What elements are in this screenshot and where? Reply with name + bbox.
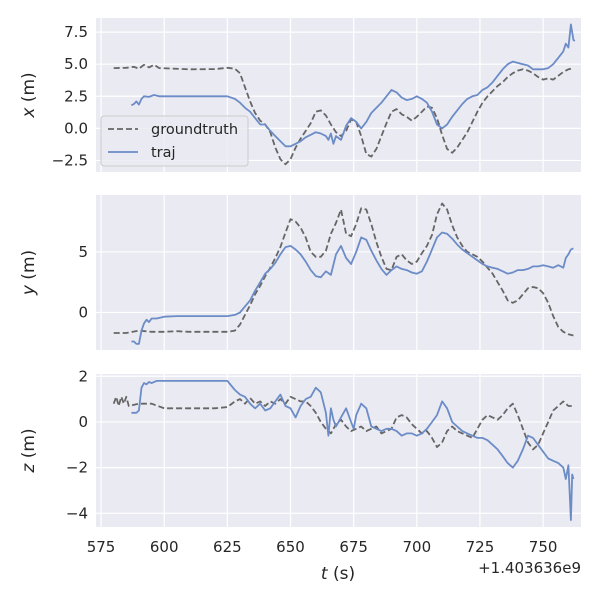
plot-area [96, 374, 581, 527]
x-tick-label: 625 [213, 538, 242, 556]
panel-y: 0 5 y (m) [19, 195, 581, 350]
y-tick-label: −4 [66, 504, 88, 522]
plot-area [96, 195, 581, 350]
x-axis-label: t (s) [321, 564, 355, 584]
y-tick-label: 0.0 [64, 119, 88, 137]
legend-label-traj: traj [151, 145, 176, 161]
y-tick-label: 2 [78, 367, 88, 385]
series-line-groundtruth [113, 63, 574, 166]
x-tick-label: 675 [339, 538, 368, 556]
series-line-traj [130, 23, 576, 148]
x-tick-label: 750 [529, 538, 558, 556]
x-offset-text: +1.403636e9 [478, 559, 581, 577]
series-line-traj [131, 380, 575, 521]
x-tick-label: 575 [87, 538, 116, 556]
y-axis-label: x (m) [19, 72, 39, 118]
y-tick-label: −2 [66, 459, 88, 477]
legend: groundtruth traj [100, 115, 249, 167]
series-line-groundtruth [113, 202, 574, 337]
y-axis-label: y (m) [19, 250, 39, 296]
y-tick-label: 5.0 [64, 55, 88, 73]
x-tick-label: 650 [276, 538, 305, 556]
x-tick-label: 700 [402, 538, 431, 556]
y-tick-label: 2.5 [64, 87, 88, 105]
panel-z: −4 −2 0 2 z (m) 575 600 625 650 675 700 725 750 [19, 367, 581, 556]
y-tick-label: −2.5 [52, 151, 88, 169]
series-line-groundtruth [112, 395, 574, 451]
y-tick-label: 5 [78, 243, 88, 261]
x-tick-label: 725 [466, 538, 495, 556]
legend-label-groundtruth: groundtruth [151, 122, 238, 138]
x-tick-label: 600 [150, 538, 179, 556]
y-axis-label: z (m) [19, 428, 39, 473]
series-line-traj [131, 231, 574, 345]
y-tick-label: 0 [78, 413, 88, 431]
y-tick-label: 7.5 [64, 23, 88, 41]
y-tick-label: 0 [78, 303, 88, 321]
